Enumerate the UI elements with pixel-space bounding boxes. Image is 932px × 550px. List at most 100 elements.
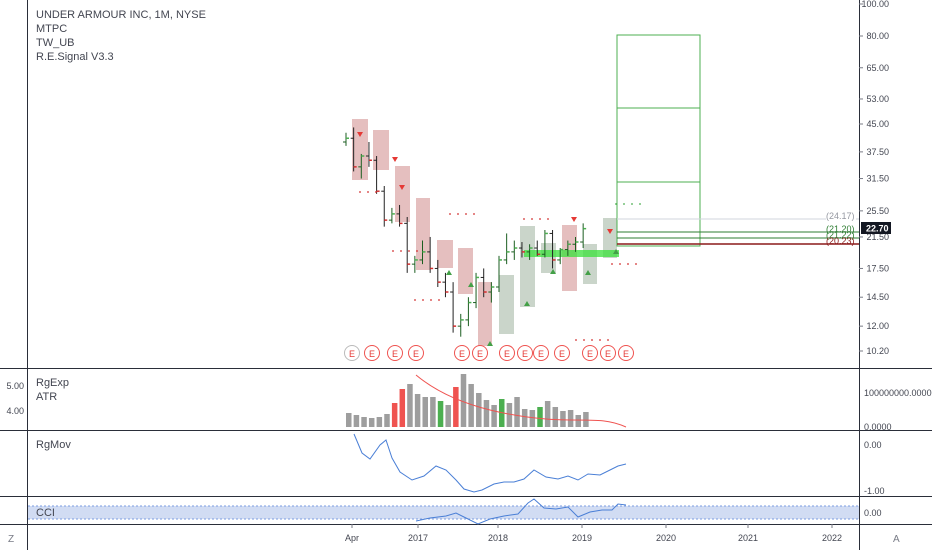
signal-box — [562, 225, 577, 291]
signal-box — [395, 166, 410, 222]
candle[interactable] — [557, 248, 564, 265]
support-band-fill — [524, 250, 619, 257]
indicator-re-signal[interactable]: R.E.Signal V3.3 — [36, 51, 114, 63]
candle[interactable] — [365, 142, 372, 167]
rgmov-tick-label: 0.00 — [864, 440, 882, 450]
rgmov-line — [353, 433, 627, 493]
volume-bar — [346, 413, 352, 427]
stop-dot — [539, 218, 541, 220]
candle[interactable] — [404, 216, 411, 273]
earnings-marker-label: E — [623, 349, 629, 359]
price-tick-label: 31.50 — [866, 174, 889, 184]
volume-bar — [391, 403, 398, 427]
price-tick-label: 100.00 — [861, 0, 889, 9]
signal-box — [499, 275, 514, 334]
projection-target-box — [616, 34, 701, 247]
buy-arrow — [468, 282, 474, 287]
indicator-mtpc[interactable]: MTPC — [36, 23, 68, 35]
candle[interactable] — [496, 255, 502, 293]
candle[interactable] — [564, 240, 571, 256]
stop-dot — [438, 299, 440, 301]
atr-title[interactable]: ATR — [36, 391, 58, 403]
earnings-marker-label: E — [413, 349, 419, 359]
rgmov-legend: RgMov — [36, 438, 71, 452]
earnings-marker — [582, 345, 598, 361]
sell-arrow — [571, 217, 577, 222]
candle[interactable] — [488, 282, 495, 303]
candle[interactable] — [350, 127, 357, 172]
cci-legend: CCI — [36, 506, 55, 520]
candle[interactable] — [381, 186, 388, 227]
candle[interactable] — [419, 240, 426, 265]
rgexp-tick-label: 4.00 — [6, 406, 24, 416]
earnings-marker — [554, 345, 570, 361]
signal-box — [541, 243, 556, 273]
signal-box — [373, 130, 389, 170]
level-label: (21.20) — [826, 224, 855, 234]
candle[interactable] — [534, 240, 541, 256]
earnings-marker — [499, 345, 515, 361]
candle[interactable] — [450, 282, 457, 333]
volume-bar — [353, 415, 360, 427]
candle[interactable] — [549, 230, 556, 269]
level-label: (21.22) — [826, 230, 855, 240]
candle[interactable] — [442, 272, 449, 298]
signal-box — [520, 226, 535, 307]
candle[interactable] — [572, 236, 579, 252]
volume-bar — [552, 407, 559, 427]
candle[interactable] — [503, 233, 510, 265]
candle[interactable] — [473, 272, 480, 309]
price-tick-label: 14.50 — [866, 292, 889, 302]
earnings-marker-label: E — [587, 349, 593, 359]
price-level-labels: (24.17) (21.20)(21.22)(20.23) — [826, 211, 856, 246]
symbol-title[interactable]: UNDER ARMOUR INC, 1M, NYSE — [36, 9, 206, 21]
stop-dot — [615, 203, 617, 205]
earnings-marker — [364, 345, 380, 361]
candle[interactable] — [518, 242, 525, 258]
volume-bar — [575, 415, 581, 427]
stop-dot — [547, 218, 549, 220]
candles[interactable] — [343, 127, 587, 337]
timezone-button[interactable]: Z — [8, 534, 15, 545]
candle[interactable] — [541, 230, 548, 258]
earnings-marker-label: E — [522, 349, 528, 359]
candle[interactable] — [526, 244, 533, 260]
candle[interactable] — [411, 255, 418, 273]
signal-arrows — [357, 132, 619, 346]
time-tick-label: 2017 — [408, 533, 428, 543]
buy-arrow — [613, 249, 619, 254]
candle[interactable] — [427, 236, 434, 273]
signal-boxes — [352, 119, 617, 346]
indicator-tw-ub[interactable]: TW_UB — [36, 37, 75, 49]
candle[interactable] — [358, 153, 365, 179]
stop-dot — [635, 263, 637, 265]
earnings-marker — [472, 345, 488, 361]
price-tick-label: 37.50 — [866, 147, 889, 157]
candle[interactable] — [480, 268, 487, 298]
rgmov-title[interactable]: RgMov — [36, 439, 71, 451]
candle[interactable] — [373, 156, 380, 194]
time-axis[interactable]: Apr 2017 2018 2019 2020 2021 2022 — [345, 524, 842, 543]
stop-dot — [465, 213, 467, 215]
candle[interactable] — [457, 313, 464, 337]
rgexp-title[interactable]: RgExp — [36, 377, 70, 389]
price-axis[interactable]: 100.00 80.00 65.00 53.00 45.00 37.50 31.50 25.5… — [859, 0, 889, 356]
buy-arrow — [487, 341, 493, 346]
candle[interactable] — [388, 207, 395, 224]
candle[interactable] — [396, 204, 403, 227]
price-tick-label: 21.50 — [866, 232, 889, 242]
candle[interactable] — [434, 259, 441, 288]
candle[interactable] — [580, 223, 587, 249]
support-band — [524, 250, 619, 257]
auto-scale-button[interactable]: A — [893, 534, 900, 545]
candle[interactable] — [343, 132, 349, 146]
price-tick-label: 65.00 — [866, 63, 889, 73]
cci-title[interactable]: CCI — [36, 507, 55, 519]
atr-line — [415, 374, 627, 428]
candle[interactable] — [465, 297, 472, 327]
last-price-badge: 22.70 — [861, 222, 891, 234]
candle[interactable] — [511, 240, 518, 260]
stop-dot — [583, 339, 585, 341]
